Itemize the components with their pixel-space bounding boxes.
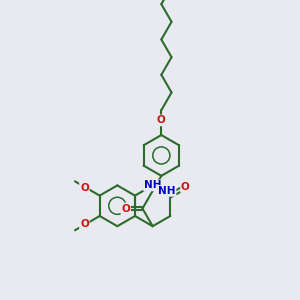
Text: O: O bbox=[122, 203, 130, 214]
Text: O: O bbox=[157, 116, 166, 125]
Text: O: O bbox=[80, 183, 89, 193]
Text: O: O bbox=[80, 219, 89, 229]
Text: O: O bbox=[181, 182, 190, 192]
Text: NH: NH bbox=[158, 186, 175, 196]
Text: NH: NH bbox=[144, 180, 161, 190]
